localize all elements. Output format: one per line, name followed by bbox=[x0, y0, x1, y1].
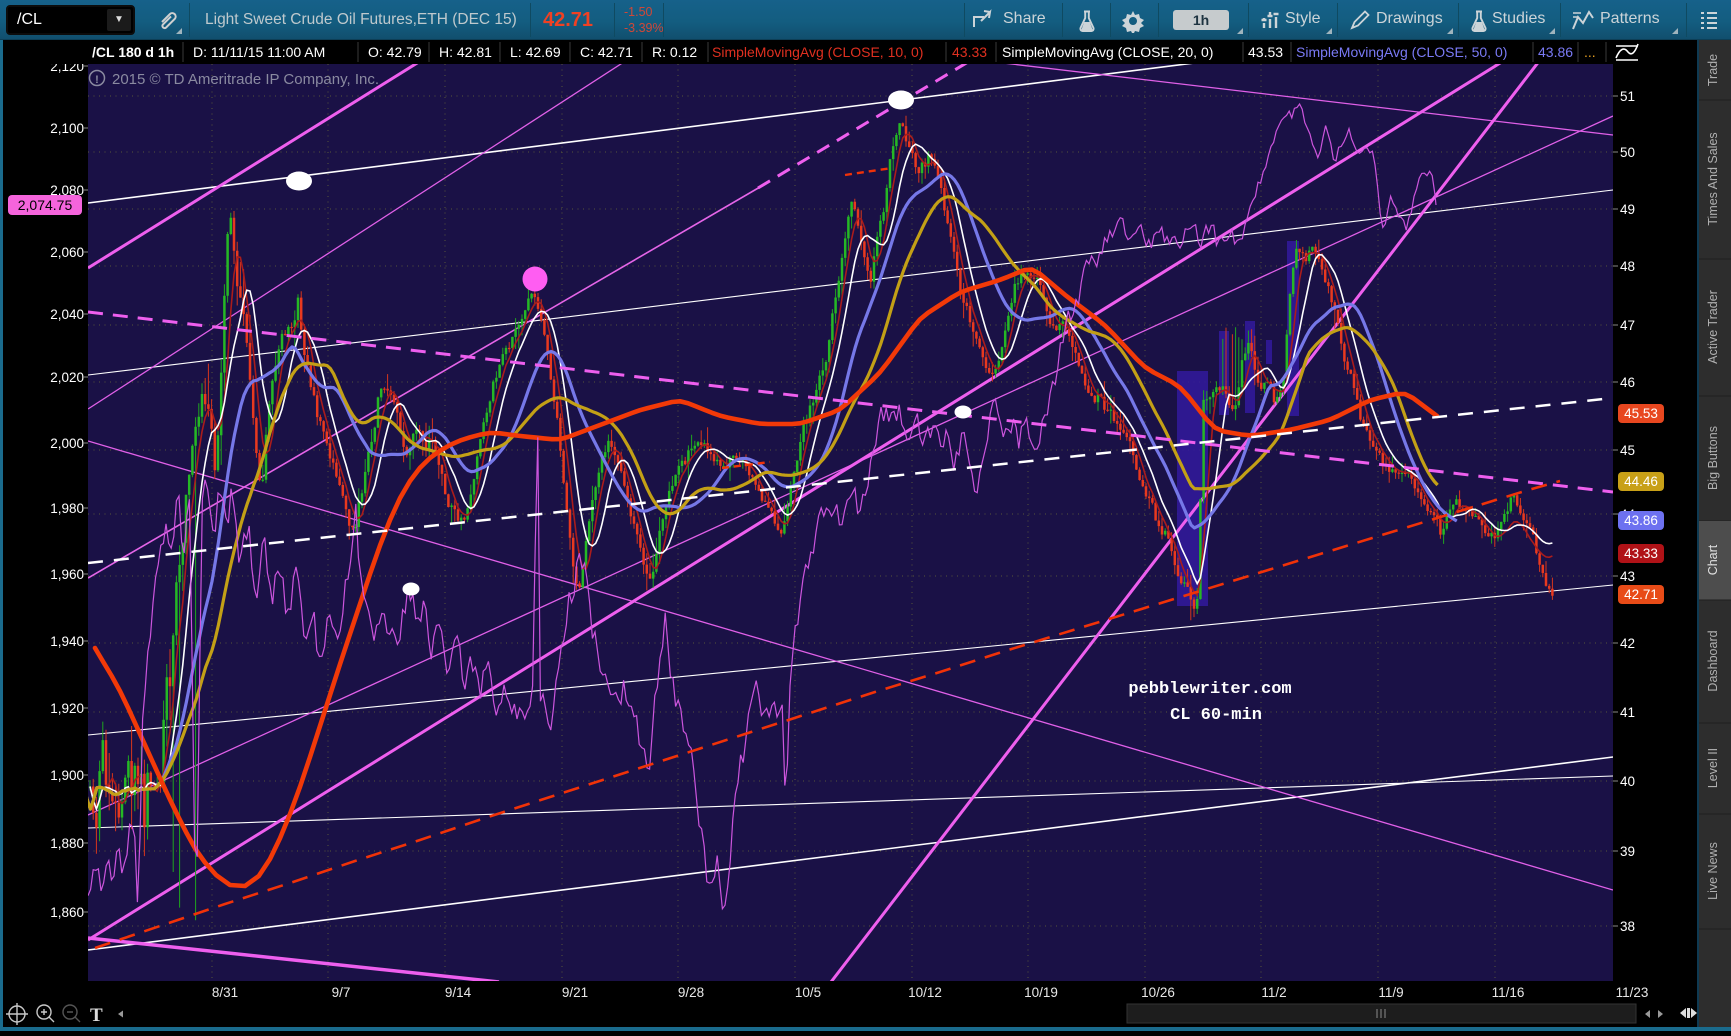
svg-text:1,960: 1,960 bbox=[50, 567, 84, 582]
svg-text:47: 47 bbox=[1620, 318, 1635, 333]
svg-text:43: 43 bbox=[1620, 569, 1635, 584]
svg-text:O: 42.79: O: 42.79 bbox=[368, 44, 422, 60]
svg-text:43.33: 43.33 bbox=[952, 44, 987, 60]
svg-text:2,080: 2,080 bbox=[50, 183, 84, 198]
svg-text:43.86: 43.86 bbox=[1624, 513, 1658, 528]
svg-text:D: 11/11/15 11:00 AM: D: 11/11/15 11:00 AM bbox=[193, 44, 325, 60]
svg-text:46: 46 bbox=[1620, 375, 1635, 390]
svg-text:1,880: 1,880 bbox=[50, 836, 84, 851]
svg-text:SimpleMovingAvg (CLOSE, 20, 0): SimpleMovingAvg (CLOSE, 20, 0) bbox=[1002, 44, 1213, 60]
svg-text:41: 41 bbox=[1620, 705, 1635, 720]
svg-text:38: 38 bbox=[1620, 919, 1635, 934]
svg-text:Dashboard: Dashboard bbox=[1706, 630, 1720, 691]
svg-text:/CL 180 d 1h: /CL 180 d 1h bbox=[92, 44, 174, 60]
svg-text:...: ... bbox=[1584, 44, 1596, 60]
svg-text:SimpleMovingAvg (CLOSE, 10, 0): SimpleMovingAvg (CLOSE, 10, 0) bbox=[712, 44, 923, 60]
svg-text:pebblewriter.com: pebblewriter.com bbox=[1128, 680, 1291, 699]
svg-text:!: ! bbox=[95, 74, 99, 86]
svg-text:10/12: 10/12 bbox=[908, 985, 942, 1000]
svg-text:CL 60-min: CL 60-min bbox=[1170, 706, 1262, 725]
svg-text:2,060: 2,060 bbox=[50, 245, 84, 260]
svg-text:49: 49 bbox=[1620, 202, 1635, 217]
svg-text:11/23: 11/23 bbox=[1616, 985, 1649, 1000]
svg-text:9/7: 9/7 bbox=[332, 985, 351, 1000]
svg-text:2,020: 2,020 bbox=[50, 370, 84, 385]
svg-text:L: 42.69: L: 42.69 bbox=[510, 44, 561, 60]
svg-text:2,000: 2,000 bbox=[50, 436, 84, 451]
svg-text:10/19: 10/19 bbox=[1024, 985, 1058, 1000]
svg-text:43.33: 43.33 bbox=[1624, 546, 1658, 561]
svg-text:1,860: 1,860 bbox=[50, 905, 84, 920]
svg-text:42.71: 42.71 bbox=[1624, 587, 1658, 602]
svg-text:45: 45 bbox=[1620, 443, 1635, 458]
svg-text:43.53: 43.53 bbox=[1248, 44, 1283, 60]
svg-text:Live News: Live News bbox=[1706, 842, 1720, 900]
svg-text:1,980: 1,980 bbox=[50, 501, 84, 516]
svg-text:9/28: 9/28 bbox=[678, 985, 704, 1000]
svg-text:Chart: Chart bbox=[1706, 544, 1720, 575]
svg-text:9/21: 9/21 bbox=[562, 985, 588, 1000]
svg-text:10/5: 10/5 bbox=[795, 985, 821, 1000]
svg-text:10/26: 10/26 bbox=[1141, 985, 1175, 1000]
svg-text:2,074.75: 2,074.75 bbox=[18, 197, 73, 213]
svg-text:11/9: 11/9 bbox=[1378, 985, 1403, 1000]
svg-text:Trade: Trade bbox=[1706, 54, 1720, 86]
svg-text:Level II: Level II bbox=[1706, 748, 1720, 788]
svg-text:40: 40 bbox=[1620, 774, 1635, 789]
svg-text:50: 50 bbox=[1620, 145, 1635, 160]
svg-text:1,900: 1,900 bbox=[50, 768, 84, 783]
svg-text:11/16: 11/16 bbox=[1492, 985, 1525, 1000]
svg-text:44.46: 44.46 bbox=[1624, 474, 1658, 489]
svg-text:Active Trader: Active Trader bbox=[1706, 290, 1720, 364]
svg-text:Big Buttons: Big Buttons bbox=[1706, 426, 1720, 490]
svg-text:Times And Sales: Times And Sales bbox=[1706, 132, 1720, 225]
svg-text:C: 42.71: C: 42.71 bbox=[580, 44, 633, 60]
svg-text:R: 0.12: R: 0.12 bbox=[652, 44, 697, 60]
svg-text:43.86: 43.86 bbox=[1538, 44, 1573, 60]
svg-text:1,920: 1,920 bbox=[50, 701, 84, 716]
svg-text:1,940: 1,940 bbox=[50, 634, 84, 649]
svg-text:48: 48 bbox=[1620, 259, 1635, 274]
svg-text:2015 © TD Ameritrade IP Compan: 2015 © TD Ameritrade IP Company, Inc. bbox=[112, 71, 379, 88]
svg-text:T: T bbox=[90, 1005, 103, 1026]
svg-text:11/2: 11/2 bbox=[1261, 985, 1286, 1000]
svg-text:45.53: 45.53 bbox=[1624, 406, 1658, 421]
svg-text:SimpleMovingAvg (CLOSE, 50, 0): SimpleMovingAvg (CLOSE, 50, 0) bbox=[1296, 44, 1507, 60]
svg-text:9/14: 9/14 bbox=[445, 985, 472, 1000]
svg-text:39: 39 bbox=[1620, 844, 1635, 859]
svg-text:H: 42.81: H: 42.81 bbox=[439, 44, 492, 60]
svg-text:8/31: 8/31 bbox=[212, 985, 238, 1000]
svg-text:51: 51 bbox=[1620, 89, 1635, 104]
svg-text:2,100: 2,100 bbox=[50, 121, 84, 136]
svg-text:42: 42 bbox=[1620, 636, 1635, 651]
svg-text:2,040: 2,040 bbox=[50, 307, 84, 322]
